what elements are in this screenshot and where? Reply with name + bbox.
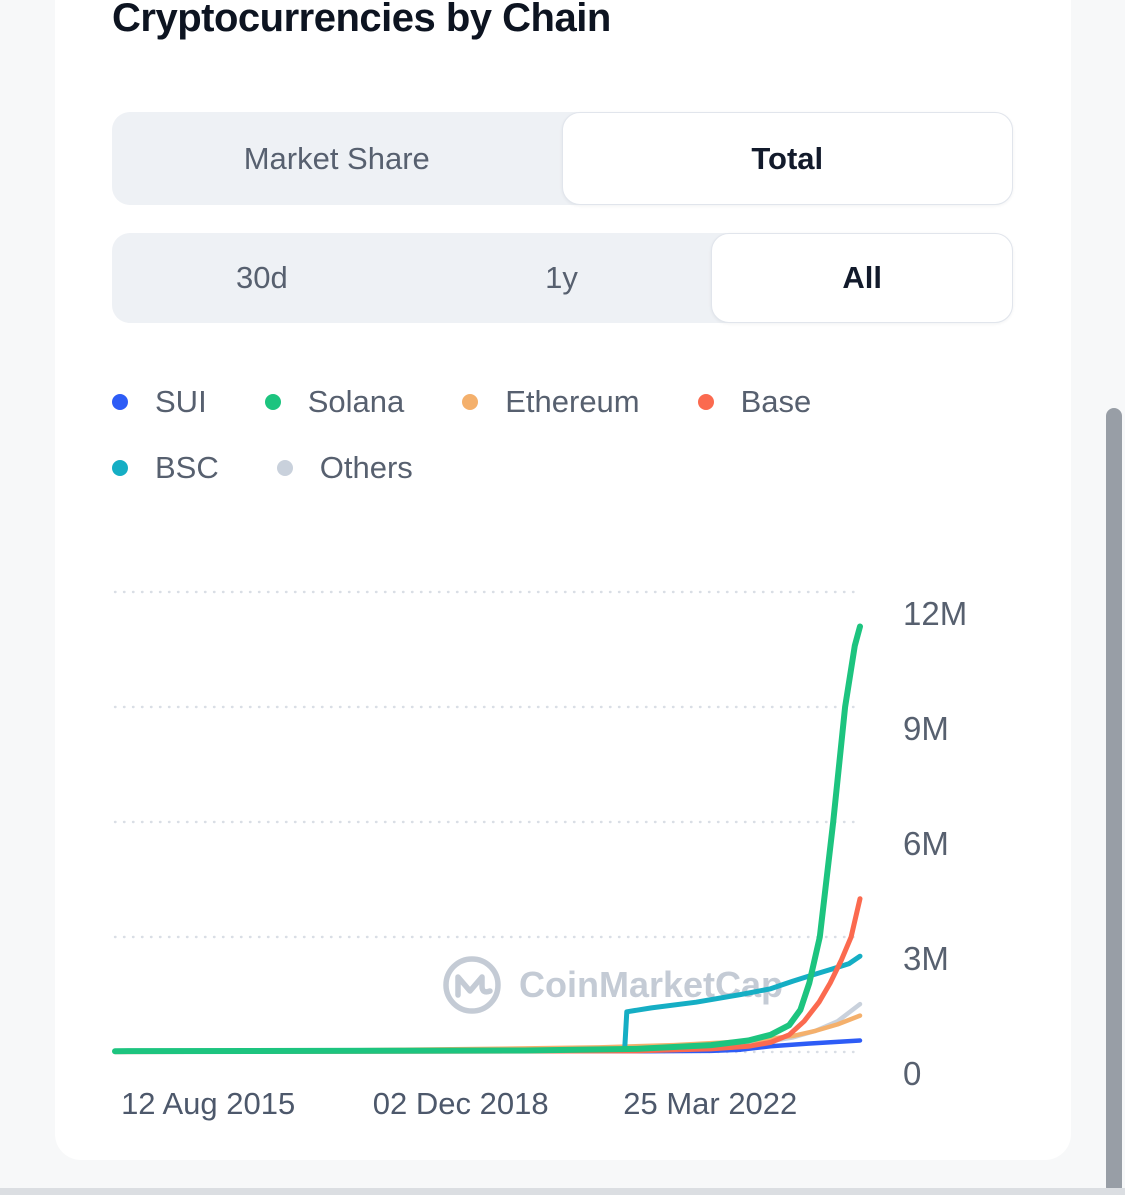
toggle-range-group: 30d 1y All bbox=[112, 233, 1014, 323]
legend-item-solana[interactable]: Solana bbox=[264, 384, 405, 420]
series-line-bsc bbox=[112, 953, 863, 1054]
legend-item-sui[interactable]: SUI bbox=[112, 384, 207, 420]
toggle-metric-total[interactable]: Total bbox=[561, 112, 1013, 205]
toggle-range-30d[interactable]: 30d bbox=[235, 260, 288, 295]
legend-label: BSC bbox=[155, 450, 219, 485]
watermark: CoinMarketCap bbox=[441, 954, 783, 1016]
bsc-legend-dot-icon bbox=[112, 460, 128, 476]
coinmarketcap-logo-icon bbox=[443, 956, 501, 1014]
y-tick-0: 0 bbox=[903, 1055, 922, 1092]
solana-legend-dot-icon bbox=[264, 394, 281, 410]
legend-label: Ethereum bbox=[505, 384, 640, 419]
legend-label: Others bbox=[319, 450, 413, 485]
legend: SUI Solana Ethereum Base BSC Others bbox=[112, 384, 942, 486]
legend-label: Solana bbox=[307, 384, 405, 419]
toggle-metric-group: Market Share Total bbox=[112, 112, 1013, 205]
y-tick-3M: 3M bbox=[903, 940, 949, 977]
bottom-divider bbox=[0, 1188, 1125, 1195]
base-legend-dot-icon bbox=[697, 394, 714, 410]
y-tick-9M: 9M bbox=[903, 710, 949, 747]
y-tick-6M: 6M bbox=[903, 825, 949, 862]
legend-item-base[interactable]: Base bbox=[697, 384, 812, 420]
legend-label: Base bbox=[740, 384, 812, 419]
legend-label: SUI bbox=[155, 384, 207, 419]
ethereum-legend-dot-icon bbox=[462, 394, 479, 410]
toggle-range-1y[interactable]: 1y bbox=[545, 260, 578, 295]
legend-item-bsc[interactable]: BSC bbox=[112, 450, 219, 486]
scrollbar-thumb[interactable] bbox=[1106, 408, 1122, 1195]
x-tick-12-aug-2015: 12 Aug 2015 bbox=[121, 1086, 296, 1121]
legend-item-ethereum[interactable]: Ethereum bbox=[462, 384, 640, 420]
y-tick-12M: 12M bbox=[903, 595, 968, 632]
chart-card: Cryptocurrencies by Chain Market Share To… bbox=[55, 0, 1071, 1160]
x-tick-02-dec-2018: 02 Dec 2018 bbox=[372, 1086, 549, 1121]
line-chart[interactable] bbox=[112, 555, 863, 1055]
x-tick-25-mar-2022: 25 Mar 2022 bbox=[623, 1086, 798, 1121]
series-line-base bbox=[112, 896, 863, 1055]
toggle-metric-market-share[interactable]: Market Share bbox=[243, 140, 430, 176]
legend-item-others[interactable]: Others bbox=[276, 450, 413, 486]
page-title: Cryptocurrencies by Chain bbox=[112, 0, 611, 40]
sui-legend-dot-icon bbox=[112, 394, 128, 410]
watermark-text: CoinMarketCap bbox=[519, 964, 784, 1005]
toggle-range-all[interactable]: All bbox=[711, 233, 1014, 323]
series-line-solana bbox=[112, 623, 863, 1055]
others-legend-dot-icon bbox=[276, 460, 293, 476]
